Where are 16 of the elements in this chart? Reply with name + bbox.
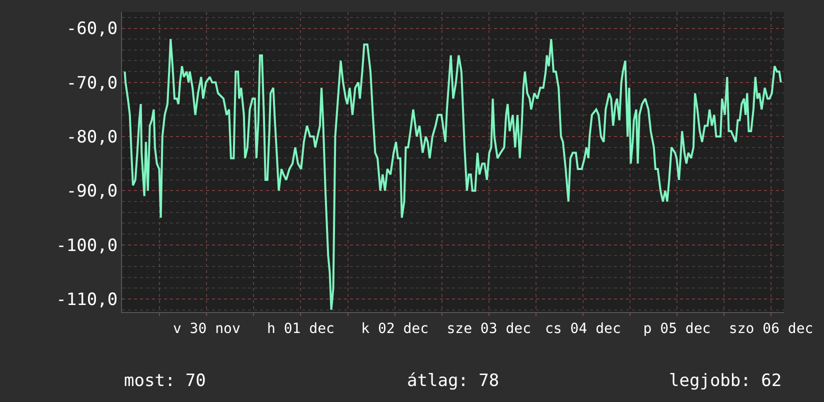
y-tick-label: -80,0 [66, 128, 118, 148]
x-tick-label: h 01 dec [267, 320, 334, 337]
y-tick-label: -100,0 [56, 236, 118, 256]
y-tick-label: -110,0 [56, 290, 118, 310]
y-tick-label: -70,0 [66, 73, 118, 94]
x-tick-label: cs 04 dec [545, 320, 621, 337]
y-tick-label: -60,0 [66, 19, 118, 40]
x-tick-label: sze 03 dec [446, 320, 532, 337]
x-tick-label: k 02 dec [361, 320, 429, 337]
x-tick-label: v 30 nov [172, 320, 240, 337]
text: most: 70 [124, 371, 206, 391]
x-tick-label: szo 06 dec [728, 320, 814, 337]
text: legjobb: 62 [669, 371, 782, 391]
text: átlag: 78 [407, 371, 500, 391]
x-tick-label: p 05 dec [643, 320, 711, 337]
y-tick-label: -90,0 [66, 182, 118, 202]
